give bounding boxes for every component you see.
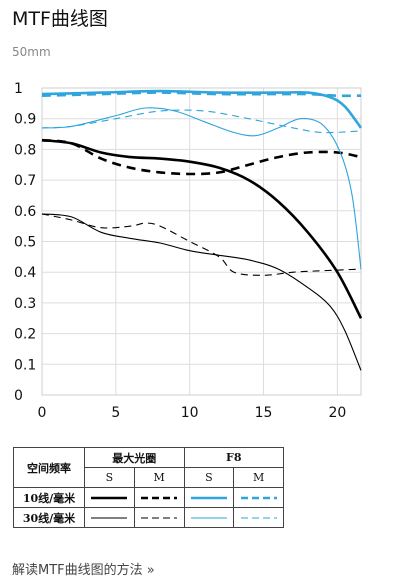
legend-swatch-maxap-30-m bbox=[133, 507, 185, 528]
chart-grid bbox=[41, 87, 361, 396]
x-tick-label: 0 bbox=[38, 405, 47, 421]
y-axis-ticks: 0 0.1 0.2 0.3 0.4 0.5 0.6 0.7 0.8 0.9 1 bbox=[14, 81, 36, 404]
x-tick-label: 15 bbox=[255, 405, 273, 421]
plot-frame bbox=[41, 87, 362, 396]
x-tick-label: 20 bbox=[328, 405, 346, 421]
series-line-f8-30-m bbox=[41, 109, 362, 134]
y-tick-label: 0.8 bbox=[14, 142, 36, 158]
lens-focal-length: 50mm bbox=[12, 45, 51, 59]
legend-swatch-maxap-10-m bbox=[133, 487, 185, 508]
legend-col-m: M bbox=[133, 467, 185, 488]
legend-corner-label: 空间频率 bbox=[13, 447, 85, 488]
legend-swatch-f8-30-s bbox=[183, 507, 235, 528]
legend-table: 空间频率 最大光圈 F8 S M S M 10线/毫米 30线/毫米 bbox=[13, 447, 284, 528]
y-tick-label: 0.6 bbox=[14, 204, 36, 220]
y-tick-label: 1 bbox=[14, 81, 23, 97]
series-line-maxap-30-m bbox=[41, 213, 362, 276]
y-tick-label: 0.3 bbox=[14, 296, 36, 312]
how-to-read-mtf-link[interactable]: 解读MTF曲线图的方法 » bbox=[12, 563, 155, 578]
x-tick-label: 5 bbox=[111, 405, 120, 421]
series-line-f8-10-s bbox=[41, 89, 363, 129]
legend-swatch-f8-10-s bbox=[183, 487, 235, 508]
series-line-f8-30-s bbox=[41, 107, 362, 270]
chart-series bbox=[41, 89, 363, 371]
legend-col-m: M bbox=[233, 467, 284, 488]
y-tick-label: 0.1 bbox=[14, 357, 36, 373]
y-tick-label: 0.7 bbox=[14, 173, 36, 189]
legend-swatch-maxap-30-s bbox=[84, 507, 135, 528]
legend-swatch-f8-30-m bbox=[233, 507, 284, 528]
mtf-chart: 0 0.1 0.2 0.3 0.4 0.5 0.6 0.7 0.8 0.9 1 0 5 10 15 20 bbox=[14, 81, 363, 421]
page-title: MTF曲线图 bbox=[12, 8, 108, 30]
legend-group-f8: F8 bbox=[183, 447, 284, 468]
legend-col-s: S bbox=[84, 467, 135, 488]
series-line-maxap-30-s bbox=[41, 213, 362, 371]
y-tick-label: 0.9 bbox=[14, 112, 36, 128]
legend-row-30: 30线/毫米 bbox=[13, 507, 85, 528]
legend-swatch-f8-10-m bbox=[233, 487, 284, 508]
series-line-maxap-10-m bbox=[41, 138, 362, 176]
y-tick-label: 0.2 bbox=[14, 327, 36, 343]
legend-col-s: S bbox=[183, 467, 235, 488]
x-tick-label: 10 bbox=[181, 405, 199, 421]
legend-row-10: 10线/毫米 bbox=[13, 487, 85, 508]
legend-group-maxap: 最大光圈 bbox=[84, 447, 185, 468]
y-tick-label: 0.4 bbox=[14, 265, 36, 281]
series-line-f8-10-m bbox=[41, 91, 362, 98]
x-axis-ticks: 0 5 10 15 20 bbox=[38, 405, 347, 421]
legend-swatch-maxap-10-s bbox=[84, 487, 135, 508]
y-tick-label: 0 bbox=[14, 388, 23, 404]
y-tick-label: 0.5 bbox=[14, 235, 36, 251]
series-line-maxap-10-s bbox=[41, 138, 363, 319]
